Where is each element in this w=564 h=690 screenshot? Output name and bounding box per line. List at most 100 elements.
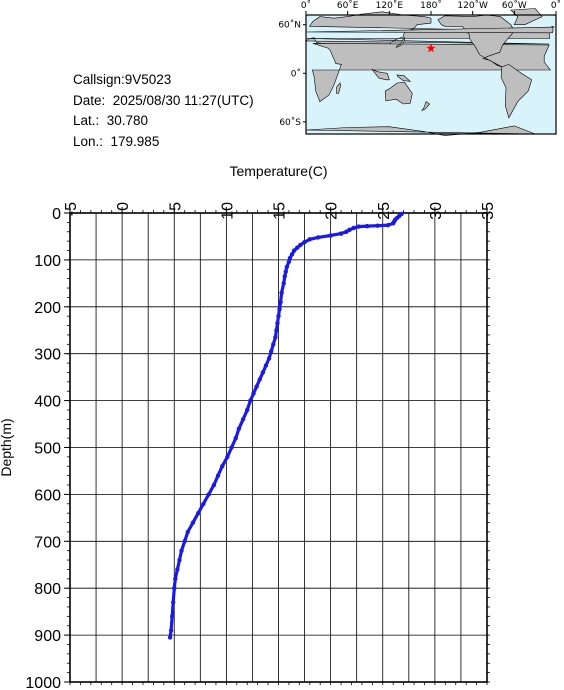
data-point xyxy=(168,628,174,633)
map-side-label: 60˚N xyxy=(278,20,301,31)
x-tick-label: 10 xyxy=(219,202,236,220)
latitude-text: Lat.: 30.780 xyxy=(73,113,149,128)
data-point xyxy=(257,377,262,382)
data-point xyxy=(315,235,321,240)
data-point xyxy=(277,306,282,312)
data-point xyxy=(233,435,238,441)
data-point xyxy=(171,600,176,605)
map-top-label: 0˚ xyxy=(301,0,311,11)
data-point xyxy=(307,237,312,242)
data-point xyxy=(274,328,279,333)
map-top-label: 0˚ xyxy=(551,0,561,11)
x-tick-label: 20 xyxy=(324,202,341,220)
data-point xyxy=(220,464,225,469)
x-tick-label: 0 xyxy=(115,202,132,211)
date-text: Date: 2025/08/30 11:27(UTC) xyxy=(73,92,254,108)
data-point xyxy=(190,520,196,525)
data-point xyxy=(175,567,180,572)
data-point xyxy=(291,248,297,253)
data-point xyxy=(260,370,266,375)
y-tick-label: 400 xyxy=(34,394,61,411)
y-tick-label: 1000 xyxy=(25,675,61,690)
data-point xyxy=(295,245,300,250)
data-point xyxy=(169,614,175,619)
data-point xyxy=(298,242,303,248)
y-tick-label: 100 xyxy=(34,253,61,270)
data-point xyxy=(251,391,256,396)
data-point xyxy=(282,274,287,279)
madagascar-land xyxy=(336,82,342,94)
data-point xyxy=(167,635,173,640)
data-point xyxy=(287,255,293,261)
data-point xyxy=(289,252,295,257)
data-point xyxy=(229,445,234,450)
new-zealand-land xyxy=(421,101,431,112)
data-point xyxy=(215,473,221,478)
y-axis-title: Depth(m) xyxy=(0,418,14,476)
data-point xyxy=(276,313,281,319)
x-tick-label: 25 xyxy=(376,202,393,220)
data-point xyxy=(172,586,177,591)
longitude-text: Lon.: 179.985 xyxy=(73,133,160,149)
data-point xyxy=(390,221,396,226)
data-point xyxy=(177,557,182,563)
data-point xyxy=(375,223,380,228)
y-tick-label: 0 xyxy=(52,206,61,223)
x-axis-title: Temperature(C) xyxy=(229,163,327,179)
data-point xyxy=(236,426,242,431)
africa-land xyxy=(311,43,552,103)
data-point xyxy=(211,482,217,488)
data-point xyxy=(201,501,206,506)
plot-frame xyxy=(69,212,488,683)
data-point xyxy=(356,224,361,229)
data-point xyxy=(225,454,230,460)
x-tick-label: 15 xyxy=(272,202,289,220)
y-tick-label: 500 xyxy=(34,441,61,458)
data-point xyxy=(248,398,253,403)
japan-land xyxy=(395,36,406,48)
data-point xyxy=(302,239,307,245)
data-point xyxy=(240,417,246,422)
x-tick-label: 30 xyxy=(428,202,445,220)
data-point xyxy=(182,539,187,544)
data-point xyxy=(245,407,250,413)
map-side-label: 60˚S xyxy=(279,117,301,128)
data-point xyxy=(286,259,292,264)
y-tick-label: 800 xyxy=(34,581,61,598)
data-point xyxy=(328,233,333,238)
data-point xyxy=(179,548,184,553)
data-point xyxy=(344,229,349,234)
data-point xyxy=(185,529,191,535)
north-america-land xyxy=(437,14,515,68)
indonesia-land xyxy=(371,68,390,81)
data-point xyxy=(278,299,283,305)
australia-land xyxy=(384,81,413,105)
greenland-land xyxy=(510,8,543,26)
map-top-label: 60˚E xyxy=(337,0,359,11)
data-point xyxy=(338,231,344,236)
y-tick-label: 700 xyxy=(34,534,61,551)
south-america-land xyxy=(500,64,533,119)
location-star-marker xyxy=(426,43,436,53)
data-point xyxy=(206,492,211,497)
data-point xyxy=(275,321,280,326)
x-tick-label: 5 xyxy=(167,202,184,211)
data-point xyxy=(283,269,288,274)
data-point xyxy=(271,342,276,347)
y-tick-label: 900 xyxy=(34,628,61,645)
new-guinea-land xyxy=(396,74,412,82)
data-point xyxy=(254,384,259,389)
data-point xyxy=(351,225,356,231)
x-tick-label: 35 xyxy=(480,202,497,220)
data-point xyxy=(266,356,272,361)
map-top-label: 120˚E xyxy=(376,0,404,11)
map-top-label: 60˚W xyxy=(502,0,527,11)
data-point xyxy=(284,264,290,270)
y-tick-label: 200 xyxy=(34,300,61,317)
data-point xyxy=(279,290,284,295)
x-tick-label: -5 xyxy=(63,202,80,216)
map-top-label: 180˚ xyxy=(420,0,442,11)
data-point xyxy=(385,222,391,228)
